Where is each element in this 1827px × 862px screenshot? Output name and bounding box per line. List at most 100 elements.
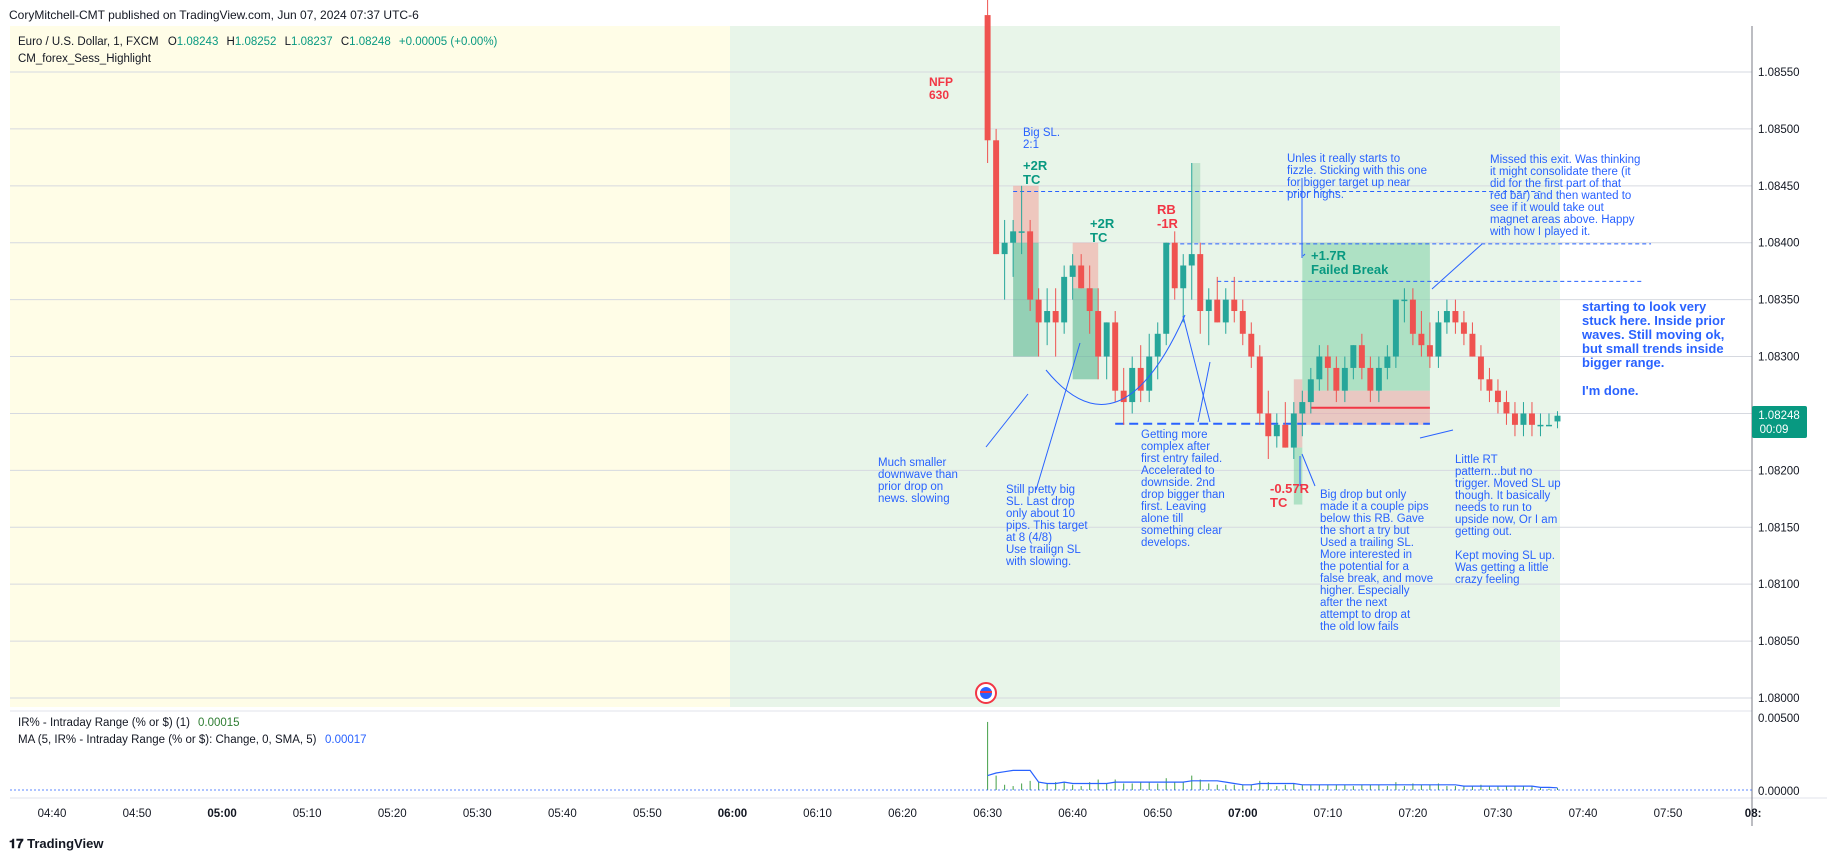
candle-body [984,15,991,141]
candle-body [1401,299,1408,302]
candle-body [1137,367,1144,391]
time-tick-label: 07:00 [1228,808,1257,820]
candle-body [1095,311,1102,357]
candle-body [1316,356,1323,380]
candle-body [1129,367,1136,403]
price-axis[interactable]: 1.08550 1.08500 1.08450 1.08400 1.08350 1.083… [1758,67,1800,705]
smaller-downwave-note: Much smaller downwave than prior drop on ne… [878,457,958,505]
candle-body [1052,311,1059,323]
candle-body [1044,311,1051,323]
big-sl-note-line: 2:1 [1023,139,1039,151]
close-label: C [341,36,349,48]
session-indicator-name: CM_forex_Sess_Highlight [18,53,152,65]
annotation-arrow [985,393,1029,448]
more-complex-note-line: alone till [1141,513,1183,525]
annotation-arrow [1197,361,1211,423]
tv-logo-text: TradingView [27,836,104,851]
candle-body [1112,322,1119,391]
tradingview-logo[interactable]: 𝟏𝟕 TradingView [9,836,103,852]
rb-result-line: -1R [1157,216,1179,231]
trade-box [1302,242,1430,391]
close-value: 1.08248 [349,36,391,48]
stuck-note-line [1582,369,1586,384]
candle-body [1486,379,1493,391]
price-tick-label: 1.08450 [1758,181,1800,193]
trade2-result-line: TC [1090,230,1108,245]
stuck-note-line: but small trends inside [1582,341,1724,356]
economic-event-icon[interactable] [975,682,997,704]
time-tick-label: 05:40 [548,808,577,820]
lower-axis-tick-zero: 0.00000 [1758,786,1800,798]
fizzle-note-line: for bigger target up near [1287,177,1411,189]
annotation-curve [1045,314,1186,405]
trade-box [1013,242,1039,357]
last-price-value: 1.08248 [1758,410,1800,422]
svg-text:Euro / U.S. Dollar, 1, FXCM: Euro / U.S. Dollar, 1, FXCM O1.08243 H1.… [18,36,498,48]
candle-body [993,140,1000,255]
little-rt-note-line: trigger. Moved SL up [1455,478,1561,490]
nfp-label-line: 630 [929,88,949,102]
candle-body [1027,231,1034,300]
publisher-header: CoryMitchell-CMT published on TradingVie… [9,8,419,22]
missed-exit-note: Missed this exit. Was thinking it might c… [1489,154,1640,238]
candle-body [1358,345,1365,368]
stuck-note-line: starting to look very [1582,299,1707,314]
missed-exit-note-line: Missed this exit. Was thinking [1490,154,1640,166]
last-price-badge: 1.08248 00:09 [1752,406,1807,438]
ma-indicator-value: 0.00017 [325,734,367,746]
trade-box [1072,288,1099,380]
big-drop-note-line: the old low fails [1320,621,1399,633]
little-rt-note: Little RT pattern...but no trigger. Moved … [1455,454,1561,586]
stuck-note-line: I'm done. [1582,383,1639,398]
trade-box [1013,185,1039,243]
candle-body [1146,356,1153,391]
more-complex-note-line: develops. [1141,537,1190,549]
trade2-result: +2R TC [1090,216,1115,245]
candle-body [1001,242,1008,255]
rb-result-line: RB [1157,202,1176,217]
trade1-result: +2R TC [1023,158,1048,187]
little-rt-note-line: pattern...but no [1455,466,1532,478]
still-big-sl-note-line: only about 10 [1006,508,1075,520]
big-drop-note-line: false break, and move [1320,573,1433,585]
big-sl-note-line: Big SL. [1023,127,1060,139]
trade5-result-line: TC [1270,495,1288,510]
missed-exit-note-line: red bar) and then wanted to [1490,190,1631,202]
missed-exit-note-line: with how I played it. [1489,226,1590,238]
price-tick-label: 1.08050 [1758,636,1800,648]
still-big-sl-note-line: at 8 (4/8) [1006,532,1052,544]
trade-box [1293,447,1303,505]
trade4-result: +1.7R Failed Break [1311,248,1389,277]
candle-body [1273,424,1280,437]
candle-body [1546,424,1552,427]
trade-box [1293,379,1303,448]
high-value: 1.08252 [235,36,277,48]
candle-body [1528,413,1535,425]
more-complex-note-line: first. Leaving [1141,501,1206,513]
candle-body [1299,402,1306,414]
ir-indicator-value: 0.00015 [198,717,240,729]
trade5-result: -0.57R TC [1270,481,1310,510]
candle-body [1477,356,1484,380]
price-tick-label: 1.08550 [1758,67,1800,79]
time-tick-label: 07:50 [1654,808,1683,820]
stuck-note: starting to look very stuck here. Inside … [1581,299,1725,398]
big-drop-note-line: after the next [1320,597,1388,609]
candle-body [1341,367,1348,391]
candle-body [1469,333,1476,357]
little-rt-note-line: though. It basically [1455,490,1551,502]
trade2-result-line: +2R [1090,216,1115,231]
price-tick-label: 1.08100 [1758,579,1800,591]
symbol-legend[interactable]: Euro / U.S. Dollar, 1, FXCM O1.08243 H1.… [18,36,498,65]
stuck-note-line: stuck here. Inside prior [1582,313,1725,328]
fizzle-note-line: fizzle. Sticking with this one [1287,165,1427,177]
time-axis[interactable]: 04:40 04:50 05:00 05:10 05:20 05:30 05:40 05:50… [38,808,1762,820]
candle-body [1435,322,1442,357]
trade5-result-line: -0.57R [1270,481,1310,496]
nfp-label: NFP 630 [929,75,953,102]
trade4-result-line: Failed Break [1311,262,1389,277]
smaller-downwave-note-line: downwave than [878,469,958,481]
change-value: +0.00005 (+0.00%) [399,36,498,48]
time-tick-label: 07:30 [1484,808,1513,820]
